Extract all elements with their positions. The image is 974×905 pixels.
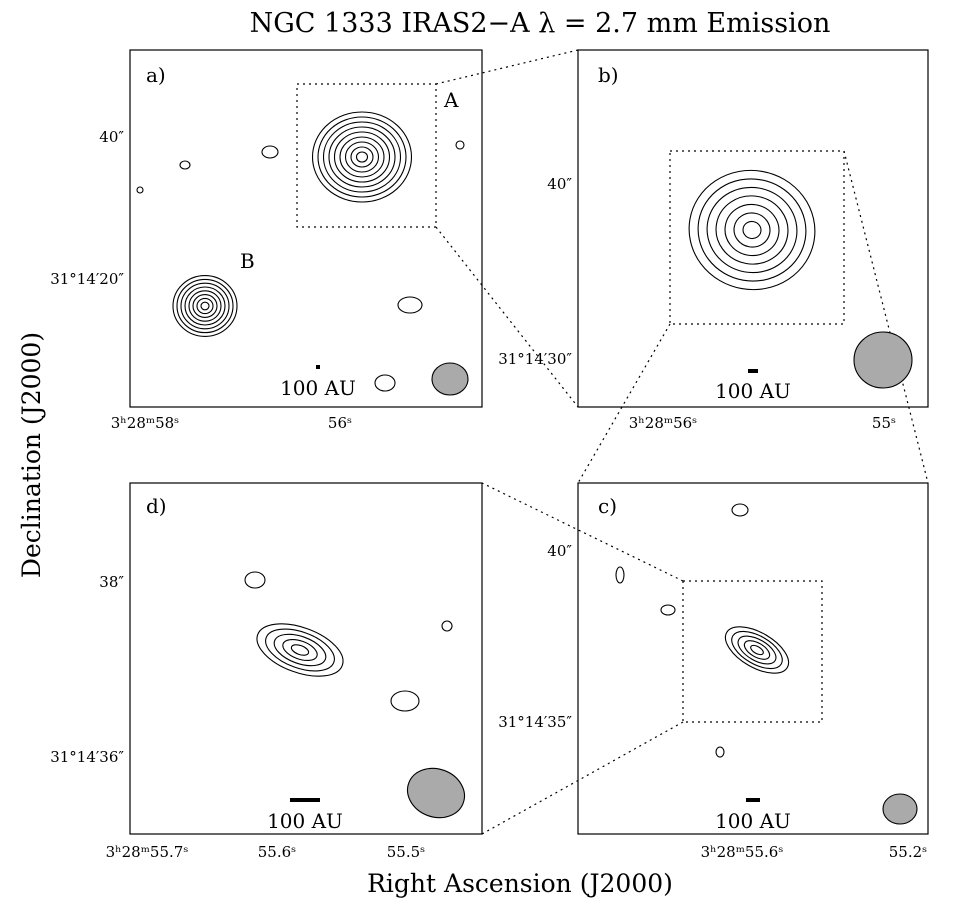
contour [313, 112, 412, 202]
contour [351, 147, 373, 167]
contour [742, 220, 763, 240]
contour [442, 621, 452, 631]
contour [340, 137, 384, 177]
contour [137, 187, 143, 193]
contour [318, 117, 406, 197]
x-tick-label: 55.2ˢ [889, 843, 927, 861]
contour [290, 643, 310, 658]
x-tick-label: 55ˢ [872, 414, 896, 432]
contour [357, 152, 368, 162]
x-axis-label: Right Ascension (J2000) [367, 869, 673, 898]
y-tick-label: 40″ [99, 128, 124, 146]
panel-a-frame [130, 50, 482, 407]
contour [185, 287, 225, 325]
connector [578, 324, 670, 483]
contour [245, 572, 265, 588]
scale-label: 100 AU [715, 809, 791, 833]
contour [260, 621, 340, 679]
y-tick-label: 40″ [547, 542, 572, 560]
beam [401, 761, 472, 826]
panel-letter: d) [146, 494, 167, 518]
x-tick-label: 3ʰ28ᵐ55.6ˢ [701, 843, 784, 861]
contour [335, 132, 390, 182]
contour [732, 504, 748, 516]
contour [250, 613, 350, 686]
panel-letter: a) [146, 63, 166, 87]
contour [680, 160, 825, 299]
contour [661, 605, 675, 615]
contour [280, 635, 320, 664]
panel-letter: b) [598, 63, 619, 87]
x-tick-label: 55.5ˢ [387, 843, 425, 861]
scale-label: 100 AU [715, 379, 791, 403]
contour [726, 624, 788, 676]
y-axis-label: Declination (J2000) [17, 332, 46, 578]
contour [734, 630, 781, 669]
beam [854, 332, 912, 388]
x-tick-label: 3ʰ28ᵐ58ˢ [111, 414, 179, 432]
beam [432, 363, 468, 395]
contour [398, 297, 422, 313]
beam [883, 794, 917, 824]
connector [482, 483, 683, 581]
contour [731, 210, 772, 250]
contour [181, 283, 229, 329]
contour [189, 291, 221, 321]
contour [456, 141, 464, 149]
contour [173, 276, 237, 337]
source-label: A [443, 88, 459, 112]
x-tick-label: 55.6ˢ [258, 843, 296, 861]
contour [180, 161, 190, 169]
source-label: B [240, 249, 255, 273]
x-tick-label: 56ˢ [328, 414, 352, 432]
contour [375, 375, 395, 391]
connector [482, 722, 683, 834]
contour [391, 691, 419, 711]
contour [718, 617, 796, 682]
contour [197, 298, 213, 313]
y-tick-label: 31°14′30″ [498, 350, 572, 368]
contour [711, 190, 794, 269]
y-tick-label: 31°14′36″ [50, 748, 124, 766]
panel-c-frame [578, 483, 928, 834]
contour [616, 567, 624, 583]
contour [329, 127, 395, 187]
contour [262, 146, 278, 158]
panel-letter: c) [598, 494, 617, 518]
contour [716, 747, 724, 757]
y-tick-label: 38″ [99, 573, 124, 591]
y-tick-label: 40″ [547, 175, 572, 193]
scale-label: 100 AU [280, 376, 356, 400]
contour [721, 200, 783, 260]
x-tick-label: 3ʰ28ᵐ56ˢ [629, 414, 697, 432]
connector [436, 50, 578, 84]
y-tick-label: 31°14′35″ [498, 713, 572, 731]
connector [844, 151, 928, 483]
title: NGC 1333 IRAS2−A λ = 2.7 mm Emission [250, 8, 831, 39]
scale-label: 100 AU [267, 809, 343, 833]
x-tick-label: 3ʰ28ᵐ55.7ˢ [106, 843, 189, 861]
figure: NGC 1333 IRAS2−A λ = 2.7 mm Emission Dec… [0, 0, 974, 905]
contour [201, 302, 209, 310]
y-tick-label: 31°14′20″ [50, 270, 124, 288]
